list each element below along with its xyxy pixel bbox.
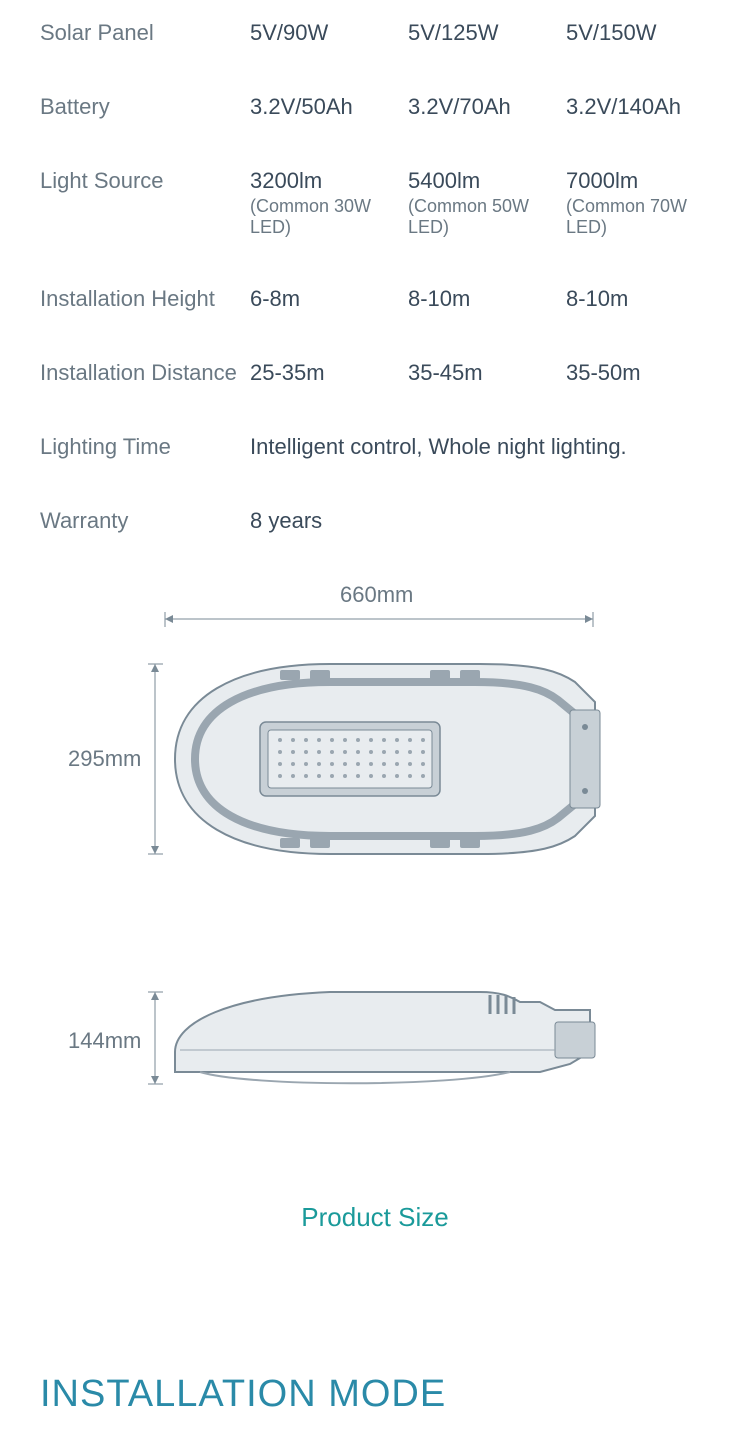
ls-main-2: 5400lm	[408, 168, 480, 193]
label-light-source: Light Source	[40, 168, 250, 194]
val-light-source-3: 7000lm (Common 70W LED)	[566, 168, 724, 238]
val-light-source-1: 3200lm (Common 30W LED)	[250, 168, 408, 238]
row-warranty: Warranty 8 years	[40, 508, 710, 534]
label-warranty: Warranty	[40, 508, 250, 534]
ls-sub-2: (Common 50W LED)	[408, 196, 566, 238]
row-battery: Battery 3.2V/50Ah 3.2V/70Ah 3.2V/140Ah	[40, 94, 710, 120]
val-battery-1: 3.2V/50Ah	[250, 94, 408, 120]
row-light-source: Light Source 3200lm (Common 30W LED) 540…	[40, 168, 710, 238]
ls-sub-3: (Common 70W LED)	[566, 196, 724, 238]
label-lighting-time: Lighting Time	[40, 434, 250, 460]
val-install-height-2: 8-10m	[408, 286, 566, 312]
product-diagram: 660mm 295mm 144mm	[0, 582, 750, 1142]
val-light-source-2: 5400lm (Common 50W LED)	[408, 168, 566, 238]
val-lighting-time: Intelligent control, Whole night lightin…	[250, 434, 710, 460]
val-install-distance-2: 35-45m	[408, 360, 566, 386]
label-install-height: Installation Height	[40, 286, 250, 312]
val-warranty: 8 years	[250, 508, 710, 534]
ls-main-3: 7000lm	[566, 168, 638, 193]
val-install-height-3: 8-10m	[566, 286, 724, 312]
val-install-distance-3: 35-50m	[566, 360, 724, 386]
row-lighting-time: Lighting Time Intelligent control, Whole…	[40, 434, 710, 460]
spec-table: Solar Panel 5V/90W 5V/125W 5V/150W Batte…	[0, 0, 750, 534]
installation-mode-heading: INSTALLATION MODE	[40, 1373, 750, 1416]
val-battery-2: 3.2V/70Ah	[408, 94, 566, 120]
label-install-distance: Installation Distance	[40, 360, 250, 386]
val-install-distance-1: 25-35m	[250, 360, 408, 386]
val-solar-panel-3: 5V/150W	[566, 20, 724, 46]
row-solar-panel: Solar Panel 5V/90W 5V/125W 5V/150W	[40, 20, 710, 46]
val-install-height-1: 6-8m	[250, 286, 408, 312]
val-battery-3: 3.2V/140Ah	[566, 94, 724, 120]
dim-height-side: 144mm	[68, 1028, 141, 1054]
row-install-height: Installation Height 6-8m 8-10m 8-10m	[40, 286, 710, 312]
dim-height-top: 295mm	[68, 746, 141, 772]
val-solar-panel-2: 5V/125W	[408, 20, 566, 46]
dim-width: 660mm	[340, 582, 413, 608]
label-solar-panel: Solar Panel	[40, 20, 250, 46]
row-install-distance: Installation Distance 25-35m 35-45m 35-5…	[40, 360, 710, 386]
ls-main-1: 3200lm	[250, 168, 322, 193]
val-solar-panel-1: 5V/90W	[250, 20, 408, 46]
product-size-title: Product Size	[0, 1202, 750, 1233]
diagram-svg	[0, 582, 750, 1142]
ls-sub-1: (Common 30W LED)	[250, 196, 408, 238]
label-battery: Battery	[40, 94, 250, 120]
